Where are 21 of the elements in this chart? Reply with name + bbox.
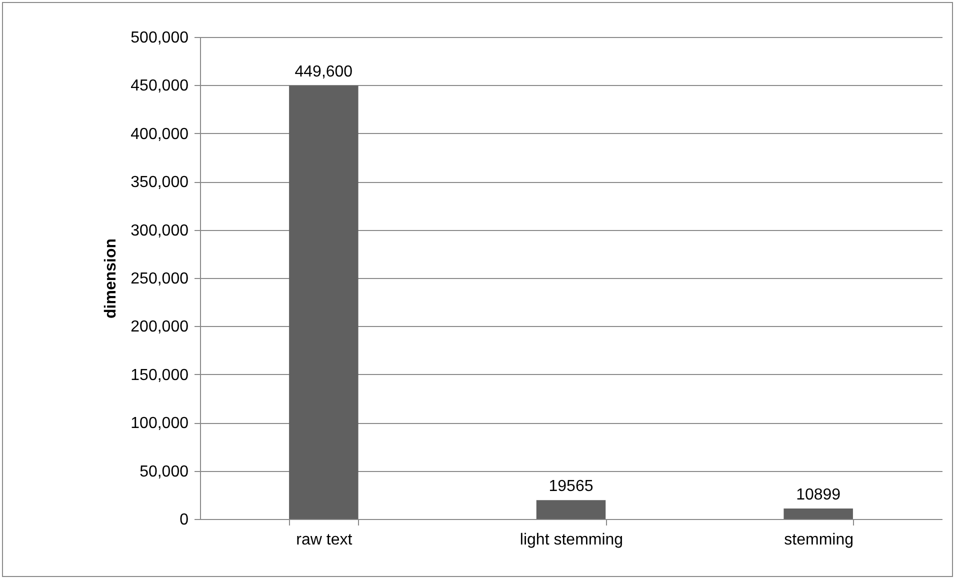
data-label: 19565 (548, 478, 594, 496)
x-tick-label: light stemming (520, 532, 624, 548)
y-tick-label: 100,000 (130, 415, 189, 432)
bar (289, 86, 358, 519)
y-tick-label: 500,000 (130, 30, 189, 46)
bar (536, 500, 606, 519)
data-label: 10899 (796, 486, 841, 504)
y-tick-label: 250,000 (130, 270, 189, 288)
bar (784, 508, 853, 519)
y-tick-label: 450,000 (130, 78, 189, 95)
y-axis-title: dimension (102, 238, 120, 319)
y-tick-label: 200,000 (130, 318, 189, 336)
y-tick-label: 350,000 (130, 174, 189, 192)
x-tick-label: stemming (784, 532, 854, 548)
y-tick-label: 150,000 (130, 366, 189, 384)
y-tick-label: 300,000 (130, 222, 189, 240)
y-tick-label: 0 (180, 512, 189, 528)
data-label: 449,600 (294, 64, 353, 81)
y-tick-label: 400,000 (130, 126, 189, 143)
y-tick-label: 50,000 (140, 463, 189, 480)
x-tick-label: raw text (296, 532, 353, 548)
